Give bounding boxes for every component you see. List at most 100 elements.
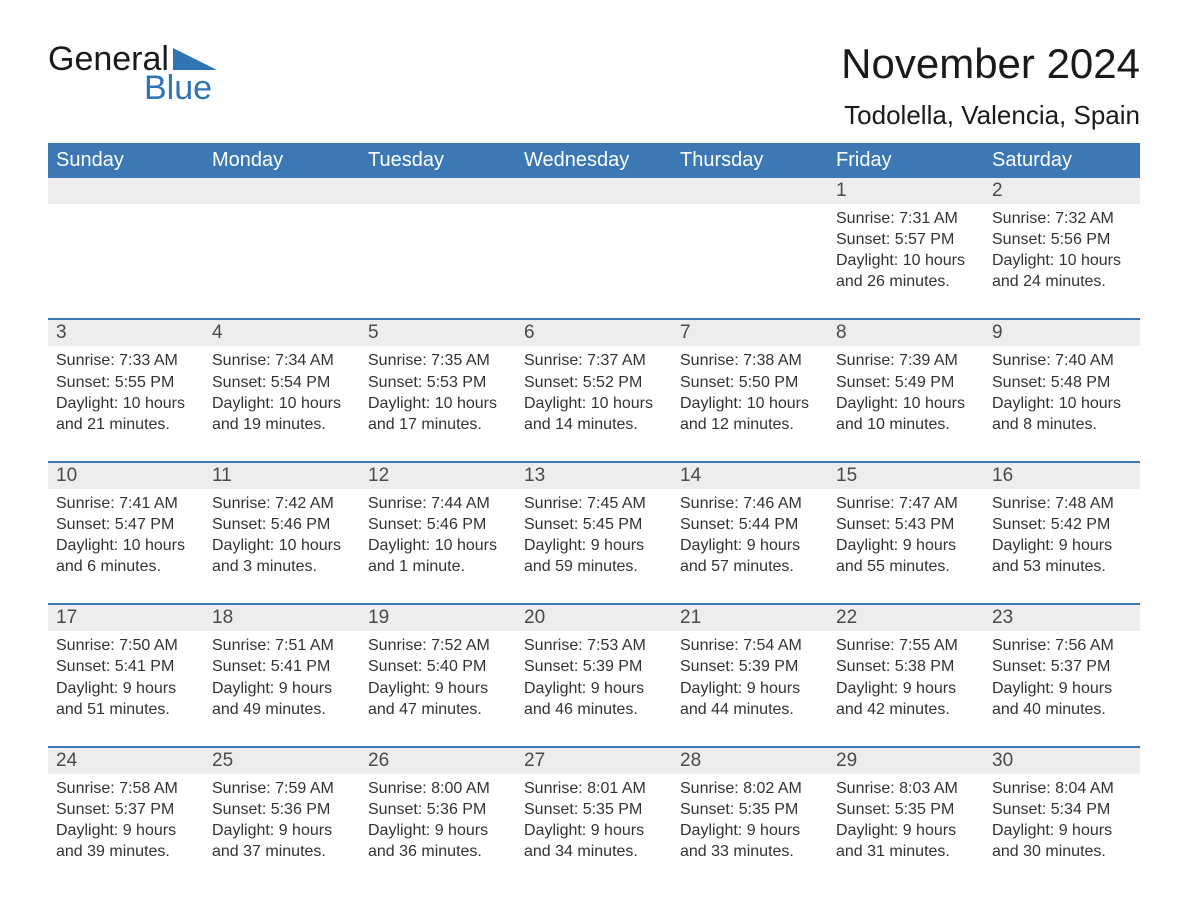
day-cell: Sunrise: 7:45 AMSunset: 5:45 PMDaylight:…: [516, 489, 672, 587]
day-number: 11: [204, 463, 360, 489]
day-dl1: Daylight: 10 hours: [992, 393, 1132, 414]
day-sunrise: Sunrise: 7:31 AM: [836, 208, 976, 229]
logo: General Blue: [48, 40, 217, 108]
day-sunrise: Sunrise: 7:48 AM: [992, 493, 1132, 514]
day-dl2: and 3 minutes.: [212, 556, 352, 577]
day-dl1: Daylight: 9 hours: [56, 678, 196, 699]
day-sunrise: Sunrise: 7:54 AM: [680, 635, 820, 656]
day-sunrise: Sunrise: 7:56 AM: [992, 635, 1132, 656]
day-number: 26: [360, 748, 516, 774]
day-sunrise: Sunrise: 7:59 AM: [212, 778, 352, 799]
day-sunrise: Sunrise: 8:01 AM: [524, 778, 664, 799]
day-cell: Sunrise: 7:31 AMSunset: 5:57 PMDaylight:…: [828, 204, 984, 302]
day-sunrise: Sunrise: 7:46 AM: [680, 493, 820, 514]
day-sunrise: Sunrise: 8:02 AM: [680, 778, 820, 799]
day-cell: Sunrise: 8:01 AMSunset: 5:35 PMDaylight:…: [516, 774, 672, 872]
day-dl2: and 34 minutes.: [524, 841, 664, 862]
weekday-saturday: Saturday: [984, 143, 1140, 178]
day-sunset: Sunset: 5:37 PM: [56, 799, 196, 820]
day-sunrise: Sunrise: 7:37 AM: [524, 350, 664, 371]
weekday-wednesday: Wednesday: [516, 143, 672, 178]
day-dl2: and 10 minutes.: [836, 414, 976, 435]
day-sunset: Sunset: 5:53 PM: [368, 372, 508, 393]
day-sunset: Sunset: 5:36 PM: [368, 799, 508, 820]
day-number: [48, 178, 204, 204]
day-dl1: Daylight: 9 hours: [212, 820, 352, 841]
day-cell: Sunrise: 7:53 AMSunset: 5:39 PMDaylight:…: [516, 631, 672, 729]
day-dl1: Daylight: 9 hours: [836, 678, 976, 699]
day-cell: Sunrise: 7:52 AMSunset: 5:40 PMDaylight:…: [360, 631, 516, 729]
day-cell: Sunrise: 7:51 AMSunset: 5:41 PMDaylight:…: [204, 631, 360, 729]
daycontent-row: Sunrise: 7:50 AMSunset: 5:41 PMDaylight:…: [48, 631, 1140, 729]
day-dl2: and 37 minutes.: [212, 841, 352, 862]
month-title: November 2024: [841, 40, 1140, 88]
day-number: 13: [516, 463, 672, 489]
day-sunset: Sunset: 5:41 PM: [212, 656, 352, 677]
day-number: 16: [984, 463, 1140, 489]
week-row: 17181920212223Sunrise: 7:50 AMSunset: 5:…: [48, 603, 1140, 729]
day-dl2: and 31 minutes.: [836, 841, 976, 862]
day-sunrise: Sunrise: 7:42 AM: [212, 493, 352, 514]
week-row: 12Sunrise: 7:31 AMSunset: 5:57 PMDayligh…: [48, 178, 1140, 302]
day-sunrise: Sunrise: 8:03 AM: [836, 778, 976, 799]
day-dl1: Daylight: 10 hours: [56, 393, 196, 414]
day-number: 23: [984, 605, 1140, 631]
logo-text-blue: Blue: [144, 69, 212, 108]
day-sunset: Sunset: 5:35 PM: [524, 799, 664, 820]
day-dl1: Daylight: 9 hours: [524, 820, 664, 841]
day-cell: Sunrise: 7:34 AMSunset: 5:54 PMDaylight:…: [204, 346, 360, 444]
day-sunrise: Sunrise: 7:58 AM: [56, 778, 196, 799]
day-dl2: and 30 minutes.: [992, 841, 1132, 862]
day-cell: [204, 204, 360, 302]
day-dl1: Daylight: 10 hours: [836, 393, 976, 414]
day-sunset: Sunset: 5:42 PM: [992, 514, 1132, 535]
day-sunset: Sunset: 5:41 PM: [56, 656, 196, 677]
day-cell: Sunrise: 7:48 AMSunset: 5:42 PMDaylight:…: [984, 489, 1140, 587]
day-sunset: Sunset: 5:44 PM: [680, 514, 820, 535]
day-dl1: Daylight: 9 hours: [680, 535, 820, 556]
day-sunrise: Sunrise: 7:39 AM: [836, 350, 976, 371]
day-number: 15: [828, 463, 984, 489]
day-dl1: Daylight: 10 hours: [212, 535, 352, 556]
day-cell: Sunrise: 7:32 AMSunset: 5:56 PMDaylight:…: [984, 204, 1140, 302]
day-dl1: Daylight: 10 hours: [524, 393, 664, 414]
day-cell: Sunrise: 7:55 AMSunset: 5:38 PMDaylight:…: [828, 631, 984, 729]
day-number: 10: [48, 463, 204, 489]
day-dl1: Daylight: 10 hours: [368, 393, 508, 414]
day-sunrise: Sunrise: 7:40 AM: [992, 350, 1132, 371]
day-dl2: and 42 minutes.: [836, 699, 976, 720]
day-cell: Sunrise: 7:35 AMSunset: 5:53 PMDaylight:…: [360, 346, 516, 444]
day-dl2: and 49 minutes.: [212, 699, 352, 720]
day-number: 25: [204, 748, 360, 774]
title-block: November 2024 Todolella, Valencia, Spain: [841, 40, 1140, 131]
day-sunrise: Sunrise: 7:32 AM: [992, 208, 1132, 229]
calendar: Sunday Monday Tuesday Wednesday Thursday…: [48, 143, 1140, 872]
day-cell: [48, 204, 204, 302]
day-sunrise: Sunrise: 7:45 AM: [524, 493, 664, 514]
day-sunrise: Sunrise: 7:33 AM: [56, 350, 196, 371]
day-cell: Sunrise: 8:00 AMSunset: 5:36 PMDaylight:…: [360, 774, 516, 872]
day-sunset: Sunset: 5:48 PM: [992, 372, 1132, 393]
weekday-sunday: Sunday: [48, 143, 204, 178]
day-dl1: Daylight: 9 hours: [836, 535, 976, 556]
day-dl1: Daylight: 9 hours: [680, 678, 820, 699]
day-sunset: Sunset: 5:57 PM: [836, 229, 976, 250]
weekday-header-row: Sunday Monday Tuesday Wednesday Thursday…: [48, 143, 1140, 178]
day-sunset: Sunset: 5:50 PM: [680, 372, 820, 393]
week-row: 10111213141516Sunrise: 7:41 AMSunset: 5:…: [48, 461, 1140, 587]
day-dl1: Daylight: 9 hours: [524, 535, 664, 556]
day-sunset: Sunset: 5:49 PM: [836, 372, 976, 393]
day-sunrise: Sunrise: 7:38 AM: [680, 350, 820, 371]
day-number: 30: [984, 748, 1140, 774]
day-dl2: and 39 minutes.: [56, 841, 196, 862]
day-number: 12: [360, 463, 516, 489]
day-sunset: Sunset: 5:37 PM: [992, 656, 1132, 677]
day-sunrise: Sunrise: 8:00 AM: [368, 778, 508, 799]
day-dl2: and 46 minutes.: [524, 699, 664, 720]
weekday-thursday: Thursday: [672, 143, 828, 178]
day-dl2: and 14 minutes.: [524, 414, 664, 435]
day-number: 29: [828, 748, 984, 774]
day-number: 20: [516, 605, 672, 631]
day-cell: Sunrise: 8:02 AMSunset: 5:35 PMDaylight:…: [672, 774, 828, 872]
day-dl2: and 59 minutes.: [524, 556, 664, 577]
